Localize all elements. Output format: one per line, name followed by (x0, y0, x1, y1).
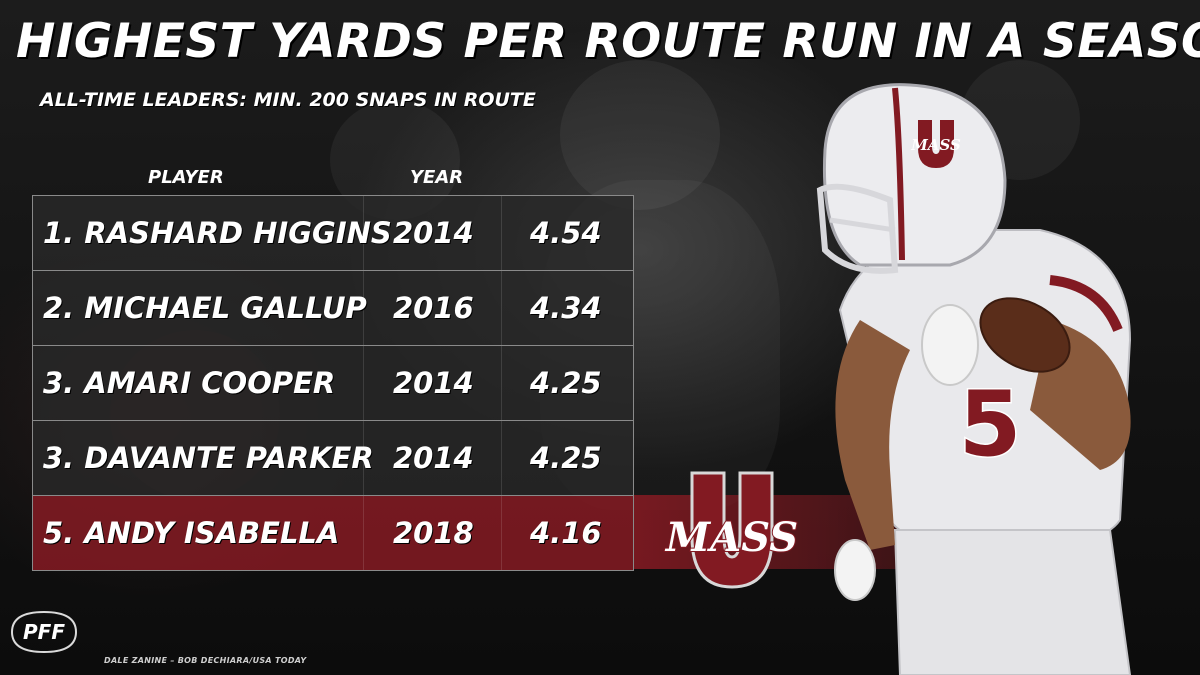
column-header-year: YEAR (410, 167, 464, 188)
player-name: 3. DAVANTE PARKER (43, 441, 374, 475)
pff-logo-text: PFF (23, 620, 65, 644)
season-year: 2014 (393, 366, 474, 400)
player-name: 5. ANDY ISABELLA (43, 516, 340, 550)
table-row: 2. MICHAEL GALLUP 2016 4.34 (33, 271, 633, 346)
player-name: 2. MICHAEL GALLUP (43, 291, 367, 325)
season-year: 2014 (393, 216, 474, 250)
yprr-value: 4.25 (530, 441, 602, 475)
player-name: 3. AMARI COOPER (43, 366, 336, 400)
logo-word: MASS (664, 514, 798, 561)
page-subtitle: ALL-TIME LEADERS: MIN. 200 SNAPS IN ROUT… (40, 89, 536, 111)
jersey-number: 5 (959, 372, 1022, 477)
yprr-value: 4.16 (530, 516, 602, 550)
table-row: 1. RASHARD HIGGINS 2014 4.54 (33, 196, 633, 271)
yprr-value: 4.54 (530, 216, 602, 250)
player-name: 1. RASHARD HIGGINS (43, 216, 392, 250)
yprr-value: 4.34 (530, 291, 602, 325)
umass-logo: MASS (663, 471, 799, 589)
background-helmet-silhouette (560, 60, 720, 210)
pff-logo: PFF (10, 610, 78, 654)
season-year: 2018 (393, 516, 474, 550)
player-photo: 5 MASS (816, 83, 1132, 675)
page-title: HIGHEST YARDS PER ROUTE RUN IN A SEASON (16, 14, 1200, 69)
leaders-table: 1. RASHARD HIGGINS 2014 4.54 2. MICHAEL … (32, 195, 634, 571)
yprr-value: 4.25 (530, 366, 602, 400)
helmet-logo-word: MASS (910, 136, 961, 154)
season-year: 2014 (393, 441, 474, 475)
table-row-highlighted: 5. ANDY ISABELLA 2018 4.16 (33, 496, 633, 570)
column-header-player: PLAYER (148, 167, 224, 188)
photo-credit: DALE ZANINE – BOB DECHIARA/USA TODAY (104, 656, 307, 665)
table-row: 3. AMARI COOPER 2014 4.25 (33, 346, 633, 421)
table-row: 3. DAVANTE PARKER 2014 4.25 (33, 421, 633, 496)
season-year: 2016 (393, 291, 474, 325)
